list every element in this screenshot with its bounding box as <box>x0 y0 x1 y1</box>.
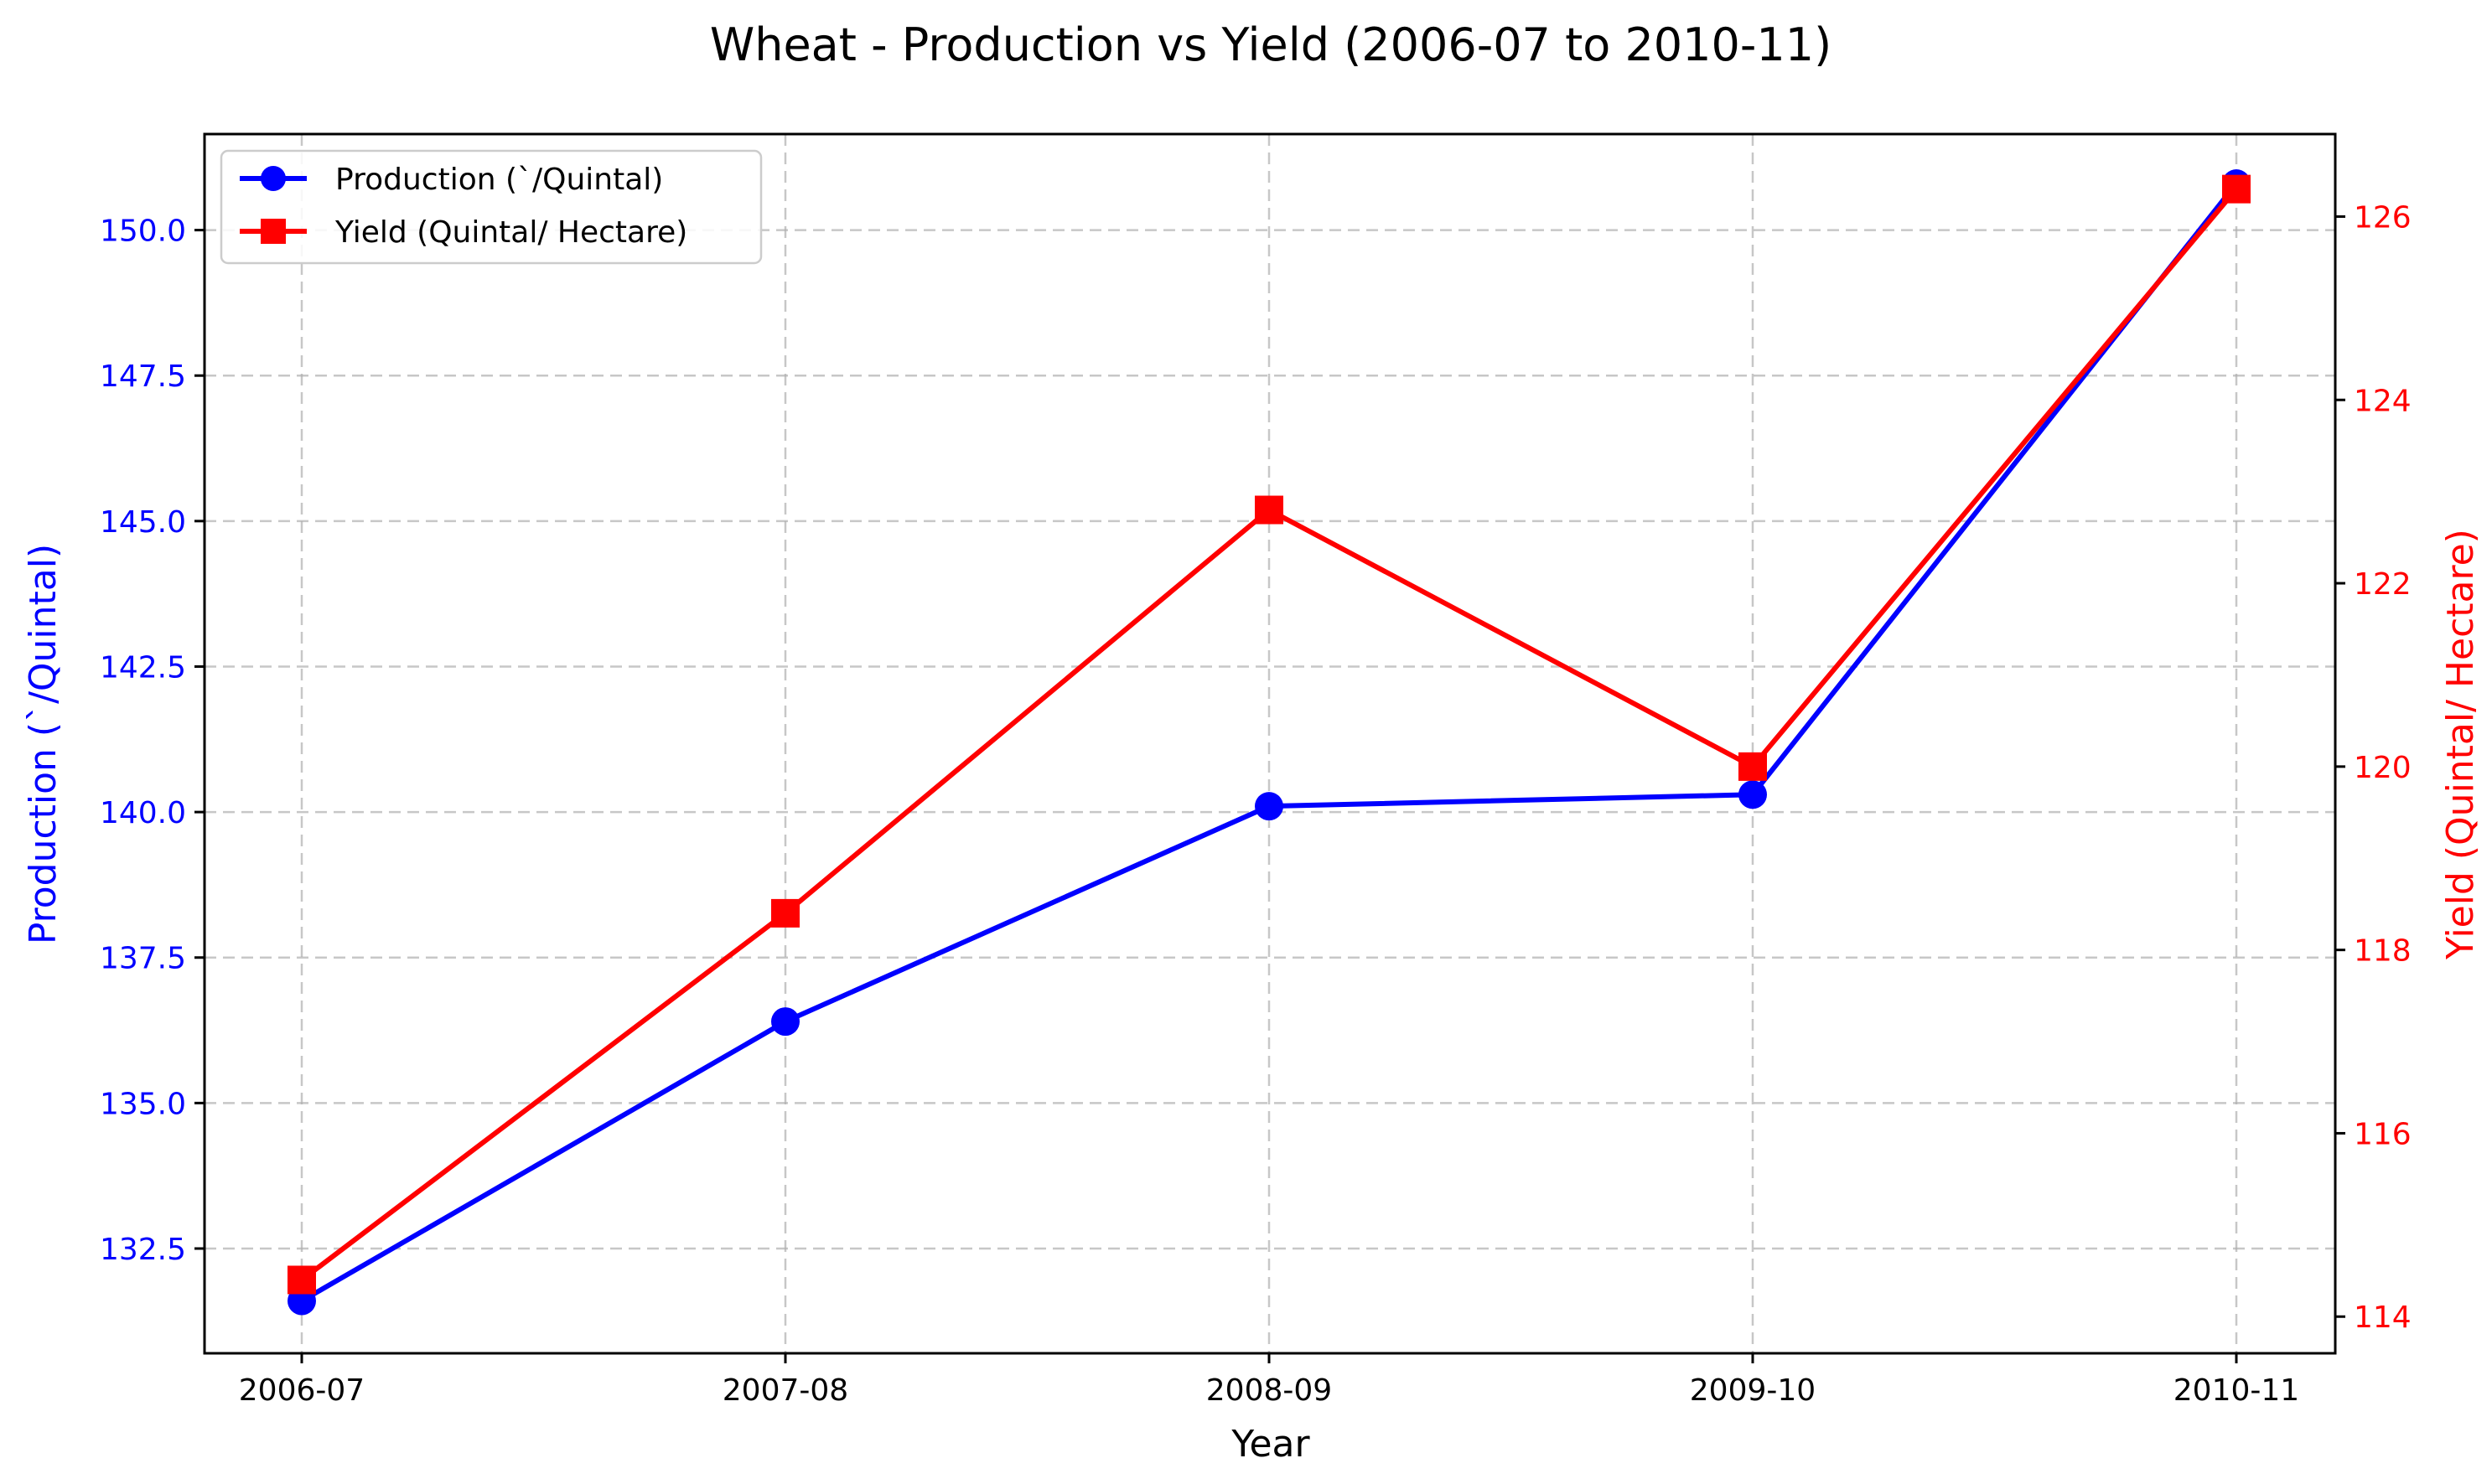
legend-yield-marker <box>261 219 286 244</box>
yield-point <box>288 1265 316 1295</box>
yield-point <box>2222 174 2251 204</box>
left-tick-label: 142.5 <box>100 650 186 685</box>
left-axis-ticks: 132.5 135.0 137.5 140.0 142.5 145.0 147.5 150.0 <box>100 215 205 1267</box>
x-tick-label: 2009-10 <box>1690 1373 1816 1408</box>
right-tick-label: 120 <box>2354 751 2412 785</box>
right-tick-label: 118 <box>2354 934 2412 969</box>
x-tick-label: 2010-11 <box>2173 1373 2299 1408</box>
left-tick-label: 140.0 <box>100 796 186 830</box>
legend: Production (`/Quintal) Yield (Quintal/ H… <box>220 149 763 265</box>
left-tick-label: 147.5 <box>100 359 186 394</box>
yield-point <box>771 898 800 928</box>
legend-production-marker <box>261 166 286 191</box>
yield-point <box>1255 495 1283 525</box>
right-tick-label: 114 <box>2354 1300 2412 1335</box>
x-axis-ticks: 2006-07 2007-08 2008-09 2009-10 2010-11 <box>239 1353 2299 1408</box>
right-axis-ticks: 114 116 118 120 122 124 126 <box>2335 200 2412 1335</box>
series-layer <box>288 169 2251 1316</box>
right-tick-label: 116 <box>2354 1117 2412 1151</box>
left-tick-label: 137.5 <box>100 942 186 976</box>
production-point <box>771 1007 800 1037</box>
legend-production-label: Production (`/Quintal) <box>335 163 663 197</box>
right-tick-label: 126 <box>2354 200 2412 235</box>
left-axis-label: Production (`/Quintal) <box>22 544 65 944</box>
left-tick-label: 145.0 <box>100 505 186 540</box>
legend-yield-label: Yield (Quintal/ Hectare) <box>334 215 687 250</box>
chart-title: Wheat - Production vs Yield (2006-07 to … <box>710 18 1831 71</box>
left-tick-label: 132.5 <box>100 1233 186 1267</box>
right-tick-label: 124 <box>2354 384 2412 418</box>
production-point <box>1738 780 1767 809</box>
right-axis-label: Yield (Quintal/ Hectare) <box>2439 529 2482 960</box>
right-tick-label: 122 <box>2354 567 2412 602</box>
x-tick-label: 2006-07 <box>239 1373 365 1408</box>
production-point <box>1255 792 1283 821</box>
left-tick-label: 150.0 <box>100 215 186 249</box>
yield-point <box>1738 752 1767 781</box>
left-tick-label: 135.0 <box>100 1087 186 1121</box>
legend-box <box>220 149 763 265</box>
x-tick-label: 2008-09 <box>1206 1373 1332 1408</box>
x-axis-label: Year <box>1230 1423 1310 1466</box>
x-tick-label: 2007-08 <box>723 1373 848 1408</box>
